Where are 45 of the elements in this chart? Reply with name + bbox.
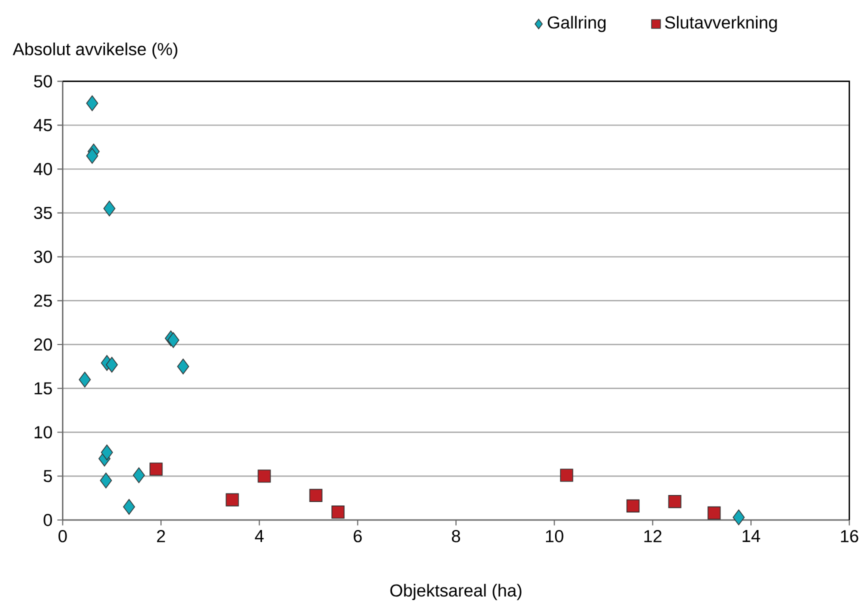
y-axis-title: Absolut avvikelse (%) [12, 42, 178, 59]
y-tick-label: 35 [34, 206, 52, 220]
legend-label: Slutavverkning [665, 16, 777, 32]
y-tick-label: 40 [34, 162, 52, 176]
point [78, 372, 91, 388]
y-tick-label: 5 [44, 470, 52, 482]
legend-label: Gallring [548, 16, 606, 32]
x-tick-label: 12 [644, 530, 662, 542]
point [309, 488, 322, 502]
x-tick-label: 4 [254, 530, 264, 542]
point [103, 200, 116, 216]
y-tick-label: 50 [34, 75, 52, 88]
y-tick-label: 25 [34, 294, 52, 307]
point [560, 468, 574, 482]
point [86, 95, 98, 112]
y-tick-label: 20 [34, 338, 52, 351]
point [258, 470, 271, 483]
y-tick-label: 30 [34, 250, 52, 263]
point [132, 467, 145, 484]
x-tick-label: 10 [546, 530, 564, 542]
x-axis-title: Objektsareal (ha) [390, 584, 522, 600]
point [150, 462, 163, 476]
x-tick-label: 6 [354, 530, 362, 542]
point [668, 495, 682, 508]
point [167, 332, 180, 348]
point [226, 493, 239, 506]
point [708, 506, 721, 520]
x-tick-label: 0 [58, 530, 67, 542]
point [100, 444, 113, 460]
point [732, 509, 745, 526]
y-tick-label: 45 [34, 119, 52, 132]
point [106, 356, 118, 373]
y-tick-label: 15 [34, 382, 52, 394]
x-tick-label: 8 [452, 530, 460, 542]
point [123, 498, 136, 515]
point [331, 506, 345, 519]
x-tick-label: 16 [841, 530, 858, 542]
x-tick-label: 14 [742, 530, 760, 542]
point [100, 472, 112, 488]
point [626, 499, 640, 512]
x-tick-label: 2 [157, 530, 165, 542]
point [177, 358, 190, 374]
y-tick-label: 10 [34, 426, 52, 438]
point [86, 148, 98, 164]
y-tick-label: 0 [44, 514, 52, 526]
